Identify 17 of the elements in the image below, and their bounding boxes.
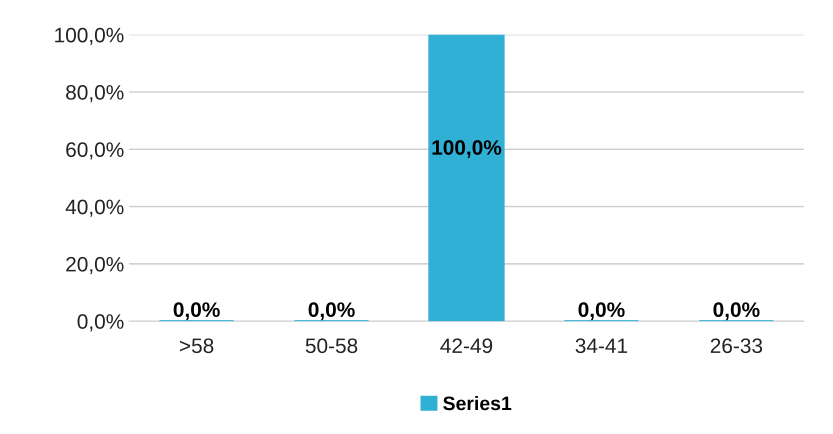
legend-label: Series1 (443, 396, 512, 410)
y-tick-label: 60,0% (66, 142, 124, 160)
x-tick-label: 34-41 (576, 338, 628, 354)
y-tick-label: 40,0% (66, 200, 124, 217)
x-tick-label: 50-58 (306, 338, 358, 354)
x-tick-label: 26-33 (710, 338, 762, 354)
data-label: 100,0% (432, 140, 502, 158)
y-tick-label: 80,0% (66, 85, 124, 102)
y-tick-label: 20,0% (66, 256, 124, 274)
data-label: 0,0% (308, 302, 355, 320)
data-label: 0,0% (174, 302, 220, 320)
data-label: 0,0% (578, 302, 625, 320)
x-tick-label: >58 (180, 338, 214, 354)
x-tick-label: 42-49 (440, 338, 492, 354)
y-tick-label: 100,0% (55, 28, 124, 45)
y-tick-label: 0,0% (78, 314, 124, 332)
data-label: 0,0% (713, 302, 760, 320)
